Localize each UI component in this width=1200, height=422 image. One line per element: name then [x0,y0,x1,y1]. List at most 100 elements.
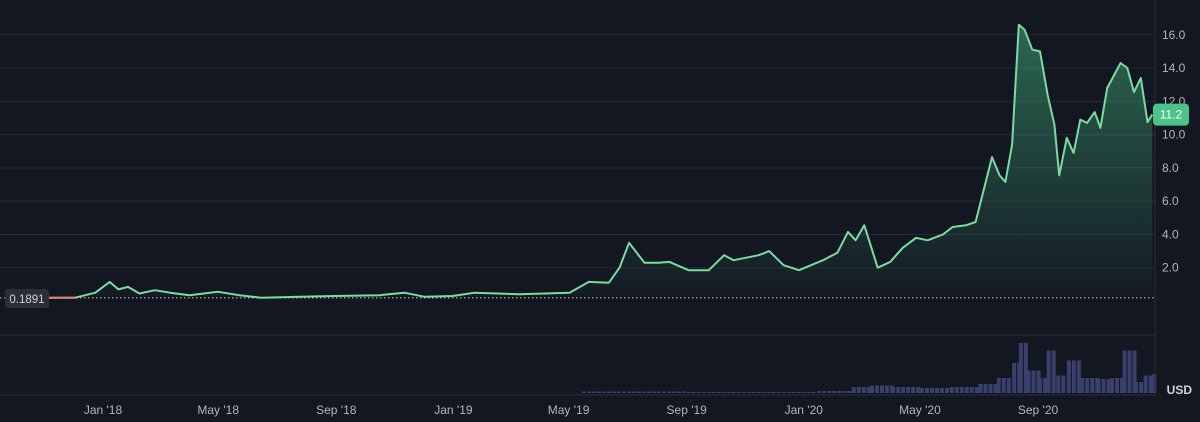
volume-bar [1127,350,1132,393]
volume-bar [885,385,890,393]
volume-bar [706,392,711,393]
volume-bar [856,387,861,393]
volume-bar [786,392,791,393]
price-area-fill [48,24,1153,298]
last-price-label: 11.2 [1160,108,1183,122]
y-tick-label: 16.0 [1162,28,1186,42]
volume-bar [686,392,691,393]
volume-bar [677,391,682,393]
currency-label: USD [1167,383,1193,397]
volume-bar [1134,382,1139,393]
volume-bars [582,343,1157,393]
volume-bar [916,387,921,393]
volume-bar [870,385,875,393]
volume-bar [751,392,756,393]
volume-bar [657,391,662,393]
volume-bar [1090,378,1095,393]
volume-bar [736,392,741,393]
volume-bar [929,388,934,393]
volume-bar [924,388,929,393]
volume-bar [721,392,726,393]
volume-bar [691,392,696,393]
x-tick-label: Sep '20 [1018,403,1059,417]
volume-bar [662,391,667,393]
volume-bar [1115,378,1120,393]
time-axis[interactable]: Jan '18 May '18 Sep '18 Jan '19 May '19 Sep '… [84,403,1059,417]
volume-bar [1018,343,1023,393]
volume-bar [993,384,998,393]
volume-bar [832,391,837,393]
volume-bar [781,392,786,393]
volume-bar [906,387,911,393]
volume-bar [1139,382,1144,393]
baseline-label: 0.1891 [9,294,44,306]
volume-bar [701,392,706,393]
volume-bar [875,385,880,393]
volume-bar [891,387,896,393]
baseline-badge: 0.1891 [5,289,49,308]
volume-bar [1076,360,1081,393]
volume-bar [919,388,924,393]
volume-bar [1122,350,1127,393]
volume-bar [1056,375,1061,393]
volume-bar [959,387,964,393]
volume-bar [1152,374,1157,393]
volume-bar [1031,370,1036,393]
volume-bar [901,387,906,393]
volume-bar [716,392,721,393]
x-tick-label: Sep '19 [667,403,708,417]
y-tick-label: 10.0 [1162,128,1186,142]
volume-bar [827,391,832,393]
volume-bar [939,388,944,393]
volume-bar [806,392,811,393]
volume-bar [842,391,847,393]
volume-bar [652,391,657,393]
volume-bar [642,391,647,393]
volume-bar [1080,378,1085,393]
volume-bar [801,392,806,393]
volume-bar [711,392,716,393]
volume-bar [978,384,983,393]
volume-bar [1071,360,1076,393]
volume-bar [1061,375,1066,393]
x-tick-label: Jan '18 [84,403,123,417]
volume-bar [861,387,866,393]
volume-bar [1046,350,1051,393]
volume-bar [647,391,652,393]
volume-bar [582,391,587,393]
volume-bar [1012,363,1017,393]
volume-bar [896,387,901,393]
volume-bar [1148,375,1153,393]
volume-bar [851,387,856,393]
price-axis[interactable]: 2.04.06.08.010.012.014.016.0 [1162,28,1186,275]
volume-bar [731,392,736,393]
volume-bar [587,391,592,393]
volume-bar [880,385,885,393]
volume-bar [988,384,993,393]
volume-bar [597,391,602,393]
volume-bar [632,391,637,393]
x-tick-label: May '19 [548,403,590,417]
volume-bar [944,388,949,393]
volume-bar [637,391,642,393]
volume-bar [1101,379,1106,393]
volume-bar [1120,378,1125,393]
volume-bar [1038,378,1043,393]
volume-bar [766,392,771,393]
volume-bar [771,392,776,393]
volume-bar [934,388,939,393]
volume-bar [756,392,761,393]
volume-bar [741,392,746,393]
volume-bar [866,387,871,393]
x-tick-label: May '18 [197,403,239,417]
volume-bar [1132,350,1137,393]
volume-bar [696,392,701,393]
grid-lines [0,34,1155,269]
volume-bar [1096,379,1101,393]
y-tick-label: 14.0 [1162,61,1186,75]
volume-bar [1143,375,1148,393]
volume-bar [1043,378,1048,393]
volume-bar [746,392,751,393]
price-line [48,23,1154,299]
